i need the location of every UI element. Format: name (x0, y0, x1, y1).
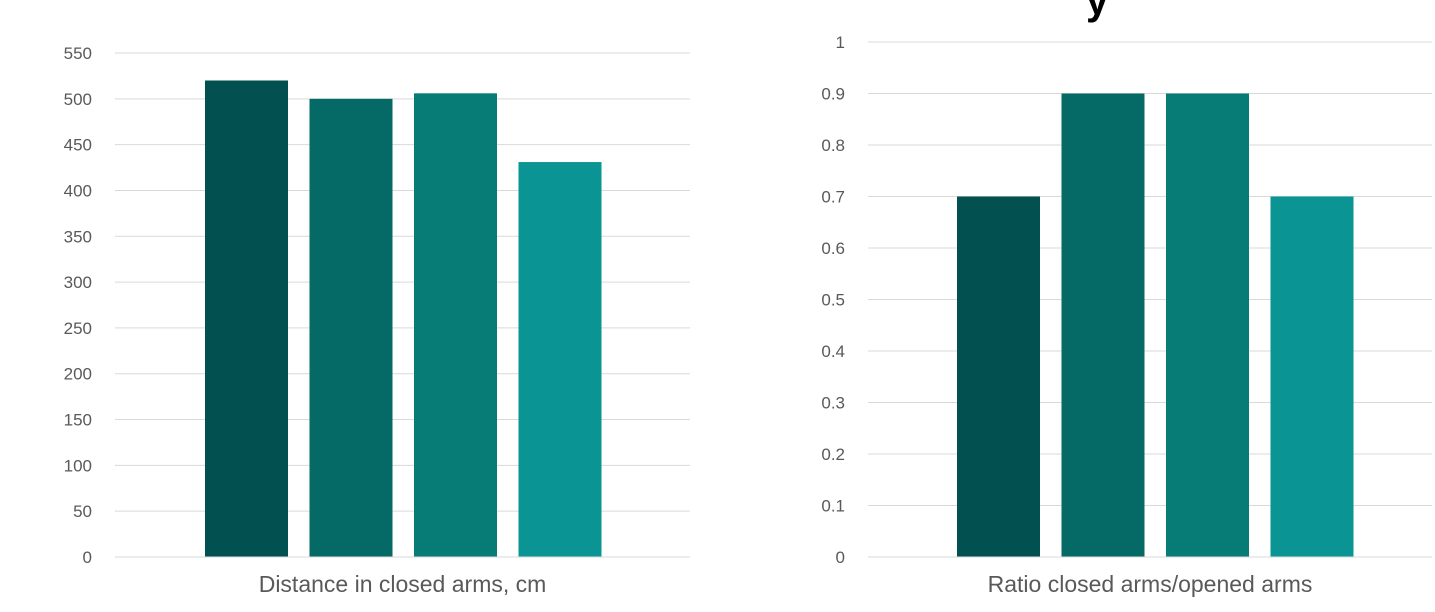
chart-ratio-bar-4 (1270, 196, 1354, 557)
chart-distance-bar-1 (205, 80, 288, 557)
chart-distance-y-tick-label: 550 (64, 44, 92, 63)
chart-distance-y-tick-label: 250 (64, 319, 92, 338)
chart-ratio-y-tick-labels: 0 0.1 0.2 0.3 0.4 0.5 0.6 0.7 0.8 0.9 1 (821, 33, 845, 567)
chart-distance-y-tick-label: 300 (64, 273, 92, 292)
chart-distance-y-tick-label: 0 (83, 548, 92, 567)
chart-ratio-y-tick-label: 0.5 (821, 291, 845, 310)
chart-title-fragment: y (1086, 0, 1109, 23)
chart-distance-closed-arms: 0 50 100 150 200 250 300 350 400 450 500 550 Distan… (64, 44, 690, 597)
chart-distance-y-tick-label: 50 (73, 502, 92, 521)
chart-ratio-bar-3 (1166, 93, 1249, 557)
chart-distance-y-tick-label: 400 (64, 181, 92, 200)
chart-distance-y-tick-labels: 0 50 100 150 200 250 300 350 400 450 500 550 (64, 44, 92, 567)
chart-distance-bar-3 (414, 93, 497, 557)
chart-ratio-closed-opened: 0 0.1 0.2 0.3 0.4 0.5 0.6 0.7 0.8 0.9 1 Ratio clos… (821, 33, 1432, 597)
chart-distance-y-tick-label: 350 (64, 227, 92, 246)
chart-distance-bar-2 (309, 98, 393, 558)
chart-ratio-y-tick-label: 0.7 (821, 188, 845, 207)
chart-ratio-y-tick-label: 0.8 (821, 136, 845, 155)
chart-distance-y-tick-label: 450 (64, 136, 92, 155)
chart-distance-y-tick-label: 200 (64, 365, 92, 384)
chart-distance-y-tick-label: 500 (64, 90, 92, 109)
chart-ratio-y-tick-label: 0.6 (821, 239, 845, 258)
chart-ratio-bar-2 (1061, 93, 1145, 557)
chart-ratio-y-tick-label: 0.1 (821, 497, 845, 516)
chart-distance-bar-4 (518, 162, 602, 557)
chart-ratio-y-tick-label: 0.2 (821, 445, 845, 464)
chart-distance-bars (205, 80, 602, 558)
chart-ratio-bar-1 (957, 196, 1040, 557)
chart-ratio-y-tick-label: 0.3 (821, 394, 845, 413)
chart-distance-y-tick-label: 100 (64, 456, 92, 475)
chart-ratio-y-tick-label: 1 (836, 33, 845, 52)
chart-distance-y-tick-label: 150 (64, 411, 92, 430)
chart-distance-gridlines (115, 52, 690, 512)
chart-ratio-x-axis-title: Ratio closed arms/opened arms (988, 571, 1313, 597)
chart-ratio-bars (957, 93, 1354, 557)
chart-ratio-y-tick-label: 0.9 (821, 85, 845, 104)
chart-distance-x-axis-title: Distance in closed arms, cm (259, 571, 547, 597)
chart-ratio-y-tick-label: 0.4 (821, 342, 845, 361)
chart-ratio-y-tick-label: 0 (836, 548, 845, 567)
